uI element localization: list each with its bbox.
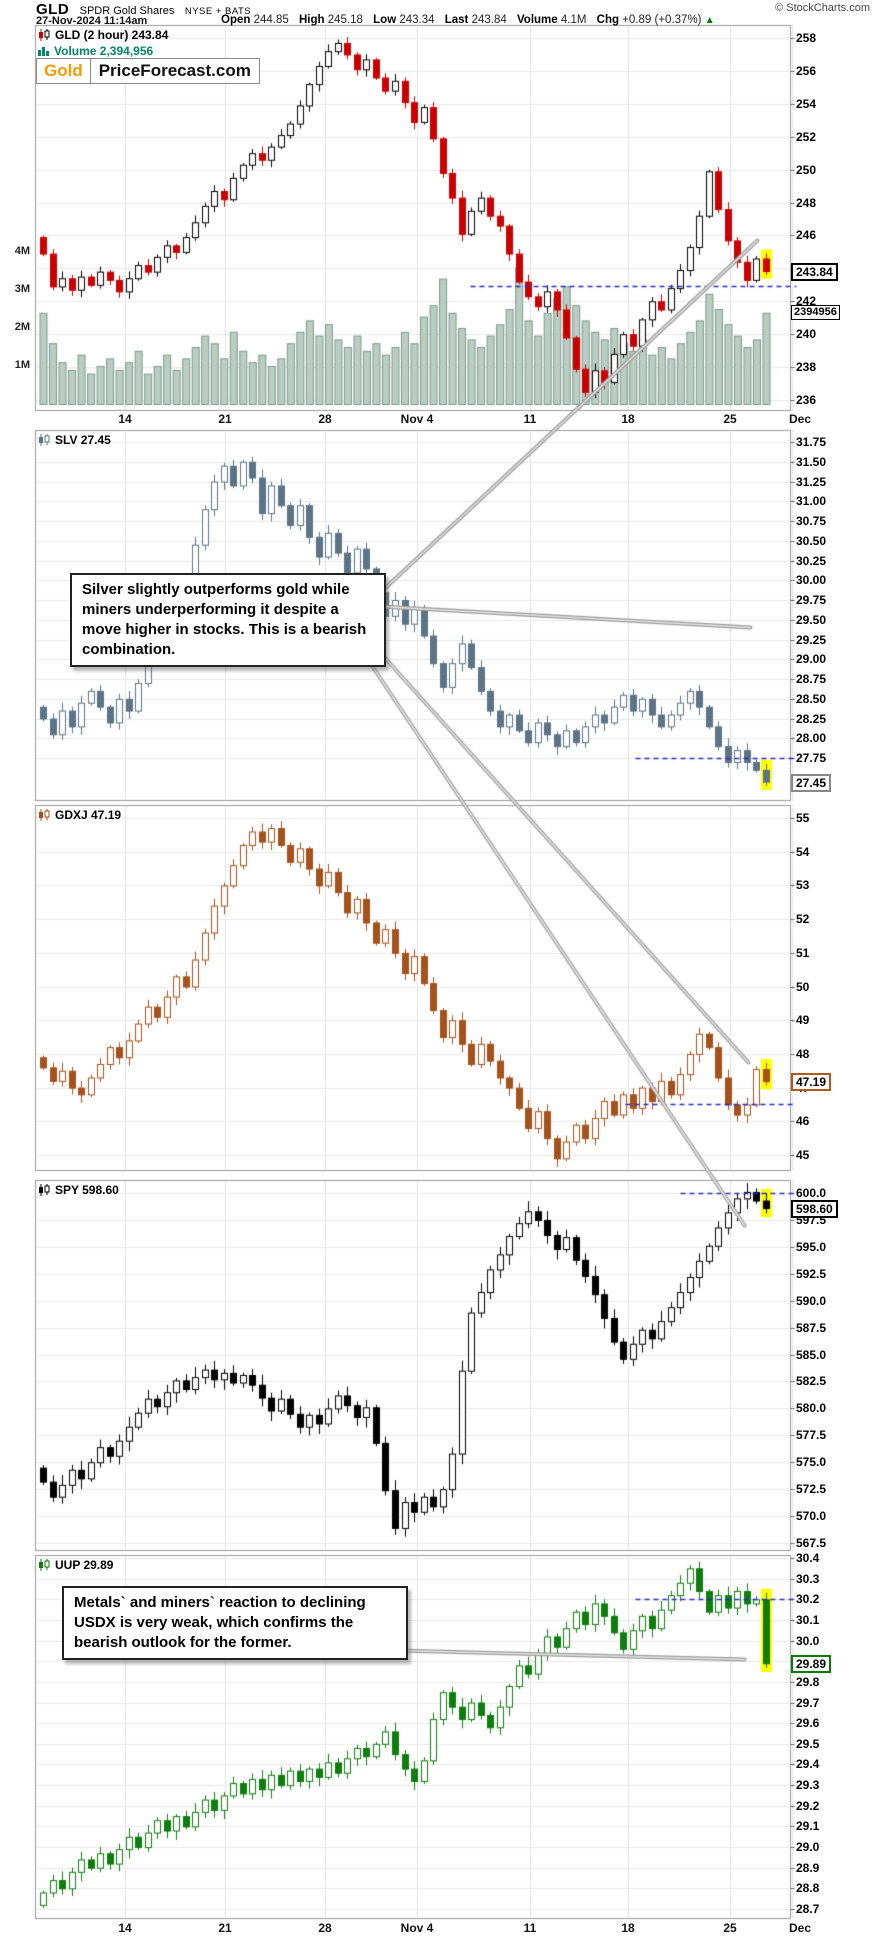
ticker-exchange: NYSE + BATS — [184, 6, 252, 17]
high-value: 245.18 — [327, 14, 363, 26]
spy-legend: SPY 598.60 — [38, 1183, 119, 1197]
chg-label: Chg — [596, 14, 620, 26]
candlestick-icon — [39, 809, 50, 821]
gdxj-legend: GDXJ 47.19 — [38, 808, 121, 822]
ticker-name: SPDR Gold Shares — [79, 5, 175, 17]
change-up-triangle-icon: ▲ — [704, 15, 715, 26]
chart-header: GLD SPDR Gold Shares NYSE + BATS — [36, 1, 252, 18]
candlestick-icon — [39, 1184, 50, 1196]
gld-volume-legend-text: Volume 2,394,956 — [54, 44, 154, 58]
uup-legend-text: UUP 29.89 — [55, 1558, 114, 1572]
ticker-symbol: GLD — [36, 1, 70, 18]
candlestick-icon — [39, 1559, 50, 1571]
quote-strip: Open 244.85 High 245.18 Low 243.34 Last … — [214, 14, 715, 26]
quote-datetime: 27-Nov-2024 11:14am — [36, 15, 148, 27]
gld-legend: GLD (2 hour) 243.84 — [38, 28, 168, 42]
high-label: High — [298, 14, 325, 26]
gdxj-legend-text: GDXJ 47.19 — [55, 808, 122, 822]
uup-legend: UUP 29.89 — [38, 1558, 113, 1572]
spy-legend-text: SPY 598.60 — [55, 1183, 119, 1197]
low-value: 243.34 — [399, 14, 435, 26]
slv-legend-text: SLV 27.45 — [55, 433, 111, 447]
chg-value: +0.89 (+0.37%) — [622, 14, 702, 26]
stockcharts-copyright-link[interactable]: © StockCharts.com — [775, 2, 870, 14]
open-label: Open — [221, 14, 251, 26]
annotation-box-usdx: Metals` and miners` reaction to declinin… — [62, 1586, 408, 1660]
open-value: 244.85 — [253, 14, 289, 26]
low-label: Low — [373, 14, 397, 26]
volume-bars-icon — [38, 47, 49, 56]
candlestick-icon — [39, 434, 50, 446]
candlestick-icon — [39, 29, 50, 41]
logo-gold-box: Gold — [36, 58, 91, 84]
goldpriceforecast-logo: Gold PriceForecast.com — [36, 58, 260, 84]
gld-volume-legend: Volume 2,394,956 — [38, 44, 153, 58]
slv-legend: SLV 27.45 — [38, 433, 111, 447]
annotation-box-silver: Silver slightly outperforms gold while m… — [70, 573, 386, 667]
last-value: 243.84 — [471, 14, 507, 26]
logo-priceforecast-link[interactable]: PriceForecast.com — [90, 58, 260, 84]
last-label: Last — [444, 14, 469, 26]
volume-value: 4.1M — [560, 14, 587, 26]
volume-label: Volume — [516, 14, 558, 26]
gld-legend-text: GLD (2 hour) 243.84 — [55, 28, 169, 42]
